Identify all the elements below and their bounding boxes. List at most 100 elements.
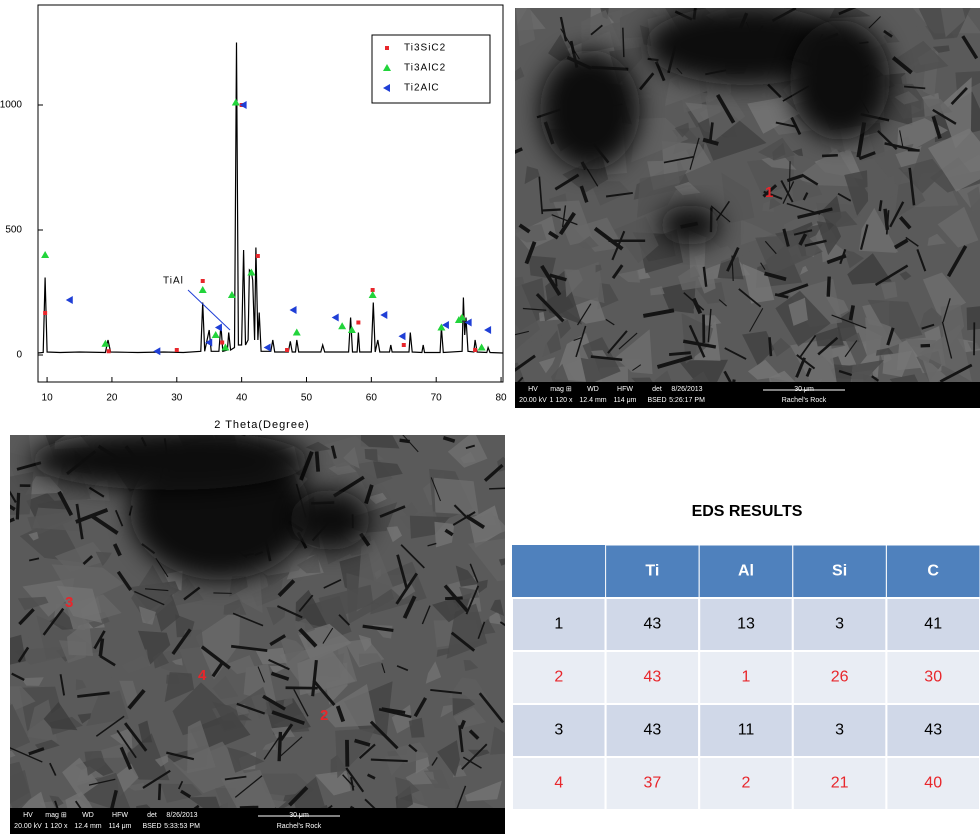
marker [220,341,224,345]
marker [264,344,271,352]
crack [770,406,793,426]
x-tick-label: 30 [171,393,183,404]
info-label: 8/26/2013 [671,386,702,393]
scale-label: 30 μm [794,386,814,393]
info-label: HFW [617,386,633,393]
info-value: 1 120 x [550,397,573,404]
x-tick-label: 80 [495,393,507,404]
cell-text: 26 [831,669,849,686]
x-axis-label: 2 Theta(Degree) [214,419,310,431]
cell-text: 3 [554,722,563,739]
crack [159,784,160,800]
info-bar [515,382,980,408]
crack [17,493,18,520]
crack [769,337,770,356]
crack [851,305,854,320]
info-value: 5:33:53 PM [164,823,200,830]
info-label: mag ⊞ [550,386,572,393]
info-label: mag ⊞ [45,812,67,819]
marker [107,349,111,353]
info-label: WD [82,812,94,819]
info-value: 12.4 mm [579,397,606,404]
pore [660,205,720,245]
point-label: 2 [320,707,328,724]
marker [402,343,406,347]
marker [332,314,339,322]
header-text: Si [832,563,847,580]
cell-text: 4 [554,775,563,792]
legend-label: Ti3AlC2 [404,63,446,74]
cell-text: 13 [737,616,755,633]
marker [201,279,205,283]
grain [967,305,980,331]
marker [240,101,247,109]
table-title: EDS RESULTS [692,503,803,520]
crack [542,210,560,211]
x-tick-label: 10 [42,393,54,404]
marker [153,347,160,355]
pore [540,50,640,170]
grain [166,675,179,684]
crack [789,161,790,189]
info-label: HV [528,386,538,393]
info-value: 12.4 mm [74,823,101,830]
x-tick-label: 70 [431,393,443,404]
info-label: det [652,386,662,393]
page: 1020304050607080050010002 Theta(Degree)T… [0,0,980,834]
cell-text: 43 [644,722,662,739]
marker [247,269,255,276]
x-tick-label: 20 [106,393,118,404]
marker [338,322,346,329]
cell-text: 1 [554,616,563,633]
cell-text: 3 [835,722,844,739]
header-text: Ti [645,563,659,580]
info-label: HV [23,812,33,819]
marker [232,99,240,106]
annotation-arrow [188,290,230,330]
grain [640,3,657,11]
marker [41,251,49,258]
info-value: BSED [647,397,666,404]
header-text: C [927,563,939,580]
marker [215,324,222,332]
marker [380,311,387,319]
figure: 1020304050607080050010002 Theta(Degree)T… [0,0,980,834]
info-value: 114 μm [109,823,132,830]
crack [556,277,557,286]
info-label: 8/26/2013 [166,812,197,819]
cell-text: 2 [554,669,563,686]
annotation: TiAl [163,276,184,287]
cell-text: 1 [742,669,751,686]
cell-text: 30 [924,669,942,686]
crack [317,451,319,471]
crack [371,760,408,761]
crack [231,431,245,435]
crack [100,638,102,656]
info-value: 20.00 kV [519,397,547,404]
info-value: BSED [142,823,161,830]
crack [880,200,882,211]
cell-text: 43 [924,722,942,739]
crack [908,150,920,151]
marker [43,311,47,315]
marker [256,254,260,258]
scale-label: 30 μm [289,812,309,819]
info-label: det [147,812,157,819]
cell-text: 2 [742,775,751,792]
y-tick-label: 0 [16,350,22,361]
marker [212,331,220,338]
marker [385,46,389,50]
marker [199,286,207,293]
point-label: 1 [765,184,773,201]
crack [669,353,691,355]
caption: Rachel's Rock [782,397,827,404]
x-tick-label: 40 [236,393,248,404]
point-label: 3 [65,594,73,611]
y-tick-label: 500 [5,225,22,236]
marker [348,326,356,333]
x-tick-label: 60 [366,393,378,404]
info-value: 1 120 x [45,823,68,830]
cell-text: 37 [644,775,662,792]
